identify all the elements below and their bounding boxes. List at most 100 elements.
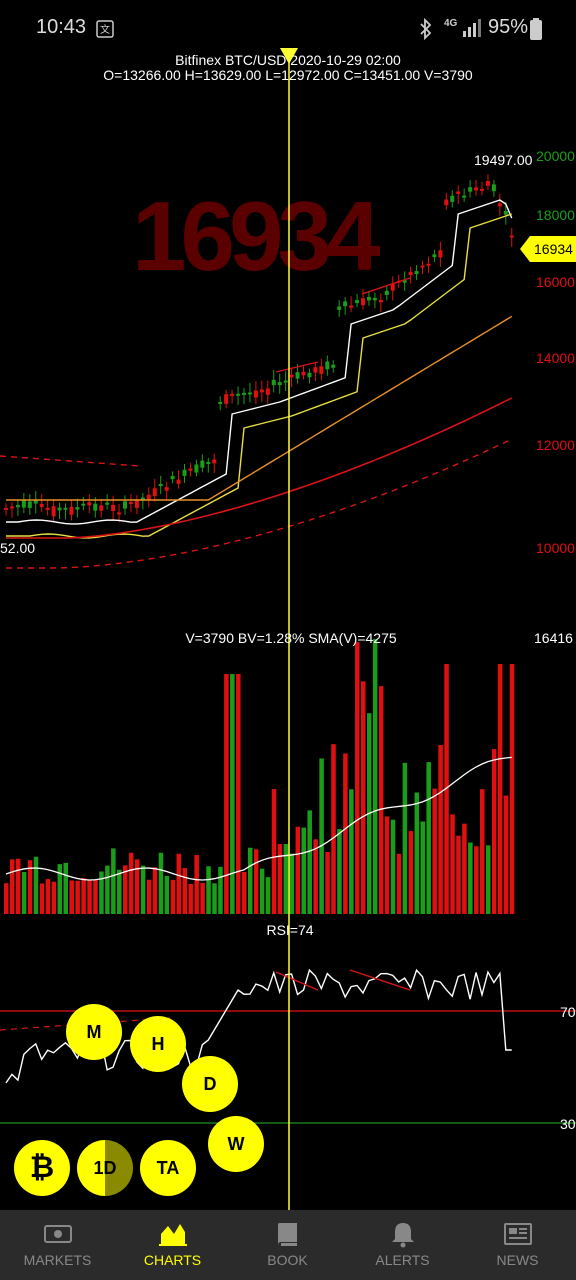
candle-body	[301, 371, 306, 376]
volume-bar	[456, 835, 461, 914]
bell-icon	[392, 1223, 414, 1248]
volume-sma-line	[5, 756, 512, 881]
volume-bar	[253, 849, 259, 914]
candle-body	[295, 372, 300, 379]
ma-yellow	[6, 213, 512, 539]
volume-bar	[420, 821, 425, 914]
volume-bar	[93, 879, 98, 914]
newspaper-icon	[504, 1223, 532, 1245]
volume-bar	[372, 639, 378, 914]
candle-body	[9, 506, 14, 509]
volume-bar	[289, 853, 295, 914]
tab-news-label: NEWS	[496, 1252, 539, 1268]
candle-body	[117, 512, 122, 515]
volume-bar	[212, 883, 217, 914]
volume-bar	[194, 855, 199, 914]
volume-bar	[325, 852, 330, 914]
candle-body	[319, 366, 324, 374]
candle-body	[497, 203, 502, 207]
volume-bar	[81, 878, 86, 914]
candle-body	[414, 271, 419, 275]
battery-percentage: 95%	[488, 16, 529, 38]
volume-bar	[355, 642, 360, 914]
high-price-label: 19497.00	[474, 152, 533, 168]
volume-bar	[146, 879, 152, 914]
volume-bar	[450, 814, 455, 914]
candle-body	[57, 507, 62, 511]
volume-bar	[349, 789, 354, 914]
candle-body	[21, 500, 26, 508]
candle-body	[212, 459, 217, 464]
candle-body	[176, 479, 181, 484]
volume-bar	[432, 788, 437, 914]
volume-bar	[468, 842, 473, 914]
volume-bar	[15, 858, 21, 914]
price-chart[interactable]	[0, 0, 576, 1210]
candle-body	[509, 235, 514, 238]
volume-bar	[218, 866, 223, 914]
timeframe-w-button[interactable]: W	[208, 1116, 264, 1172]
crosshair-marker	[280, 48, 298, 64]
ma-orange	[6, 315, 513, 501]
signal-icon	[463, 19, 481, 37]
ma-red	[6, 397, 513, 539]
candlestick-series	[4, 174, 514, 523]
volume-bar	[361, 681, 366, 914]
candle-body	[81, 503, 86, 506]
ma-red-dashed-left	[0, 455, 141, 467]
volume-bar	[200, 882, 205, 914]
candle-body	[140, 497, 145, 500]
volume-bar	[117, 869, 122, 914]
candle-body	[128, 501, 133, 504]
candle-body	[15, 505, 20, 508]
volume-bar	[509, 664, 515, 914]
candle-body	[123, 501, 127, 509]
tab-alerts-label: ALERTS	[375, 1252, 430, 1268]
tab-news[interactable]: NEWS	[460, 1210, 575, 1280]
y-tick-10000: 10000	[536, 540, 575, 556]
y-tick-16000: 16000	[536, 274, 575, 290]
volume-bar	[134, 859, 140, 914]
candle-body	[343, 301, 348, 307]
candle-body	[438, 250, 443, 258]
volume-bar	[283, 844, 289, 914]
timeframe-m-button[interactable]: M	[66, 1004, 122, 1060]
volume-bar	[224, 674, 229, 914]
candle-body	[468, 187, 473, 192]
candle-body	[349, 305, 354, 308]
volume-bar	[396, 853, 402, 914]
y-tick-12000: 12000	[536, 437, 575, 453]
timeframe-d-button[interactable]: D	[182, 1056, 238, 1112]
tab-book[interactable]: BOOK	[230, 1210, 345, 1280]
bitcoin-button[interactable]: ₿	[14, 1140, 70, 1196]
volume-bar	[140, 865, 146, 914]
volume-bar	[39, 883, 45, 914]
tab-markets[interactable]: MARKETS	[0, 1210, 115, 1280]
tab-charts-label: CHARTS	[143, 1252, 202, 1268]
rsi-level-30: 30	[560, 1116, 576, 1132]
candle-body	[93, 503, 98, 511]
current-price-tag: 16934	[520, 236, 576, 262]
candle-body	[289, 374, 294, 378]
candle-body	[361, 298, 365, 306]
candle-body	[158, 483, 163, 486]
volume-bar	[307, 810, 312, 914]
volume-bar	[27, 860, 33, 914]
candle-body	[111, 504, 116, 511]
volume-bar	[111, 848, 116, 914]
volume-bar	[474, 846, 479, 914]
volume-bar	[444, 664, 449, 914]
technical-analysis-button[interactable]: TA	[140, 1140, 196, 1196]
candle-body	[402, 280, 407, 283]
candle-body	[164, 487, 169, 491]
candle-body	[313, 367, 318, 373]
tab-charts[interactable]: CHARTS	[115, 1210, 230, 1280]
timeframe-h-button[interactable]: H	[130, 1016, 186, 1072]
timeframe-selector-button[interactable]: 1D	[77, 1140, 133, 1196]
y-tick-20000: 20000	[536, 148, 575, 164]
candle-body	[188, 468, 193, 471]
volume-bar	[230, 674, 235, 914]
tab-alerts[interactable]: ALERTS	[345, 1210, 460, 1280]
volume-bar	[45, 879, 51, 914]
volume-bar	[378, 686, 384, 914]
